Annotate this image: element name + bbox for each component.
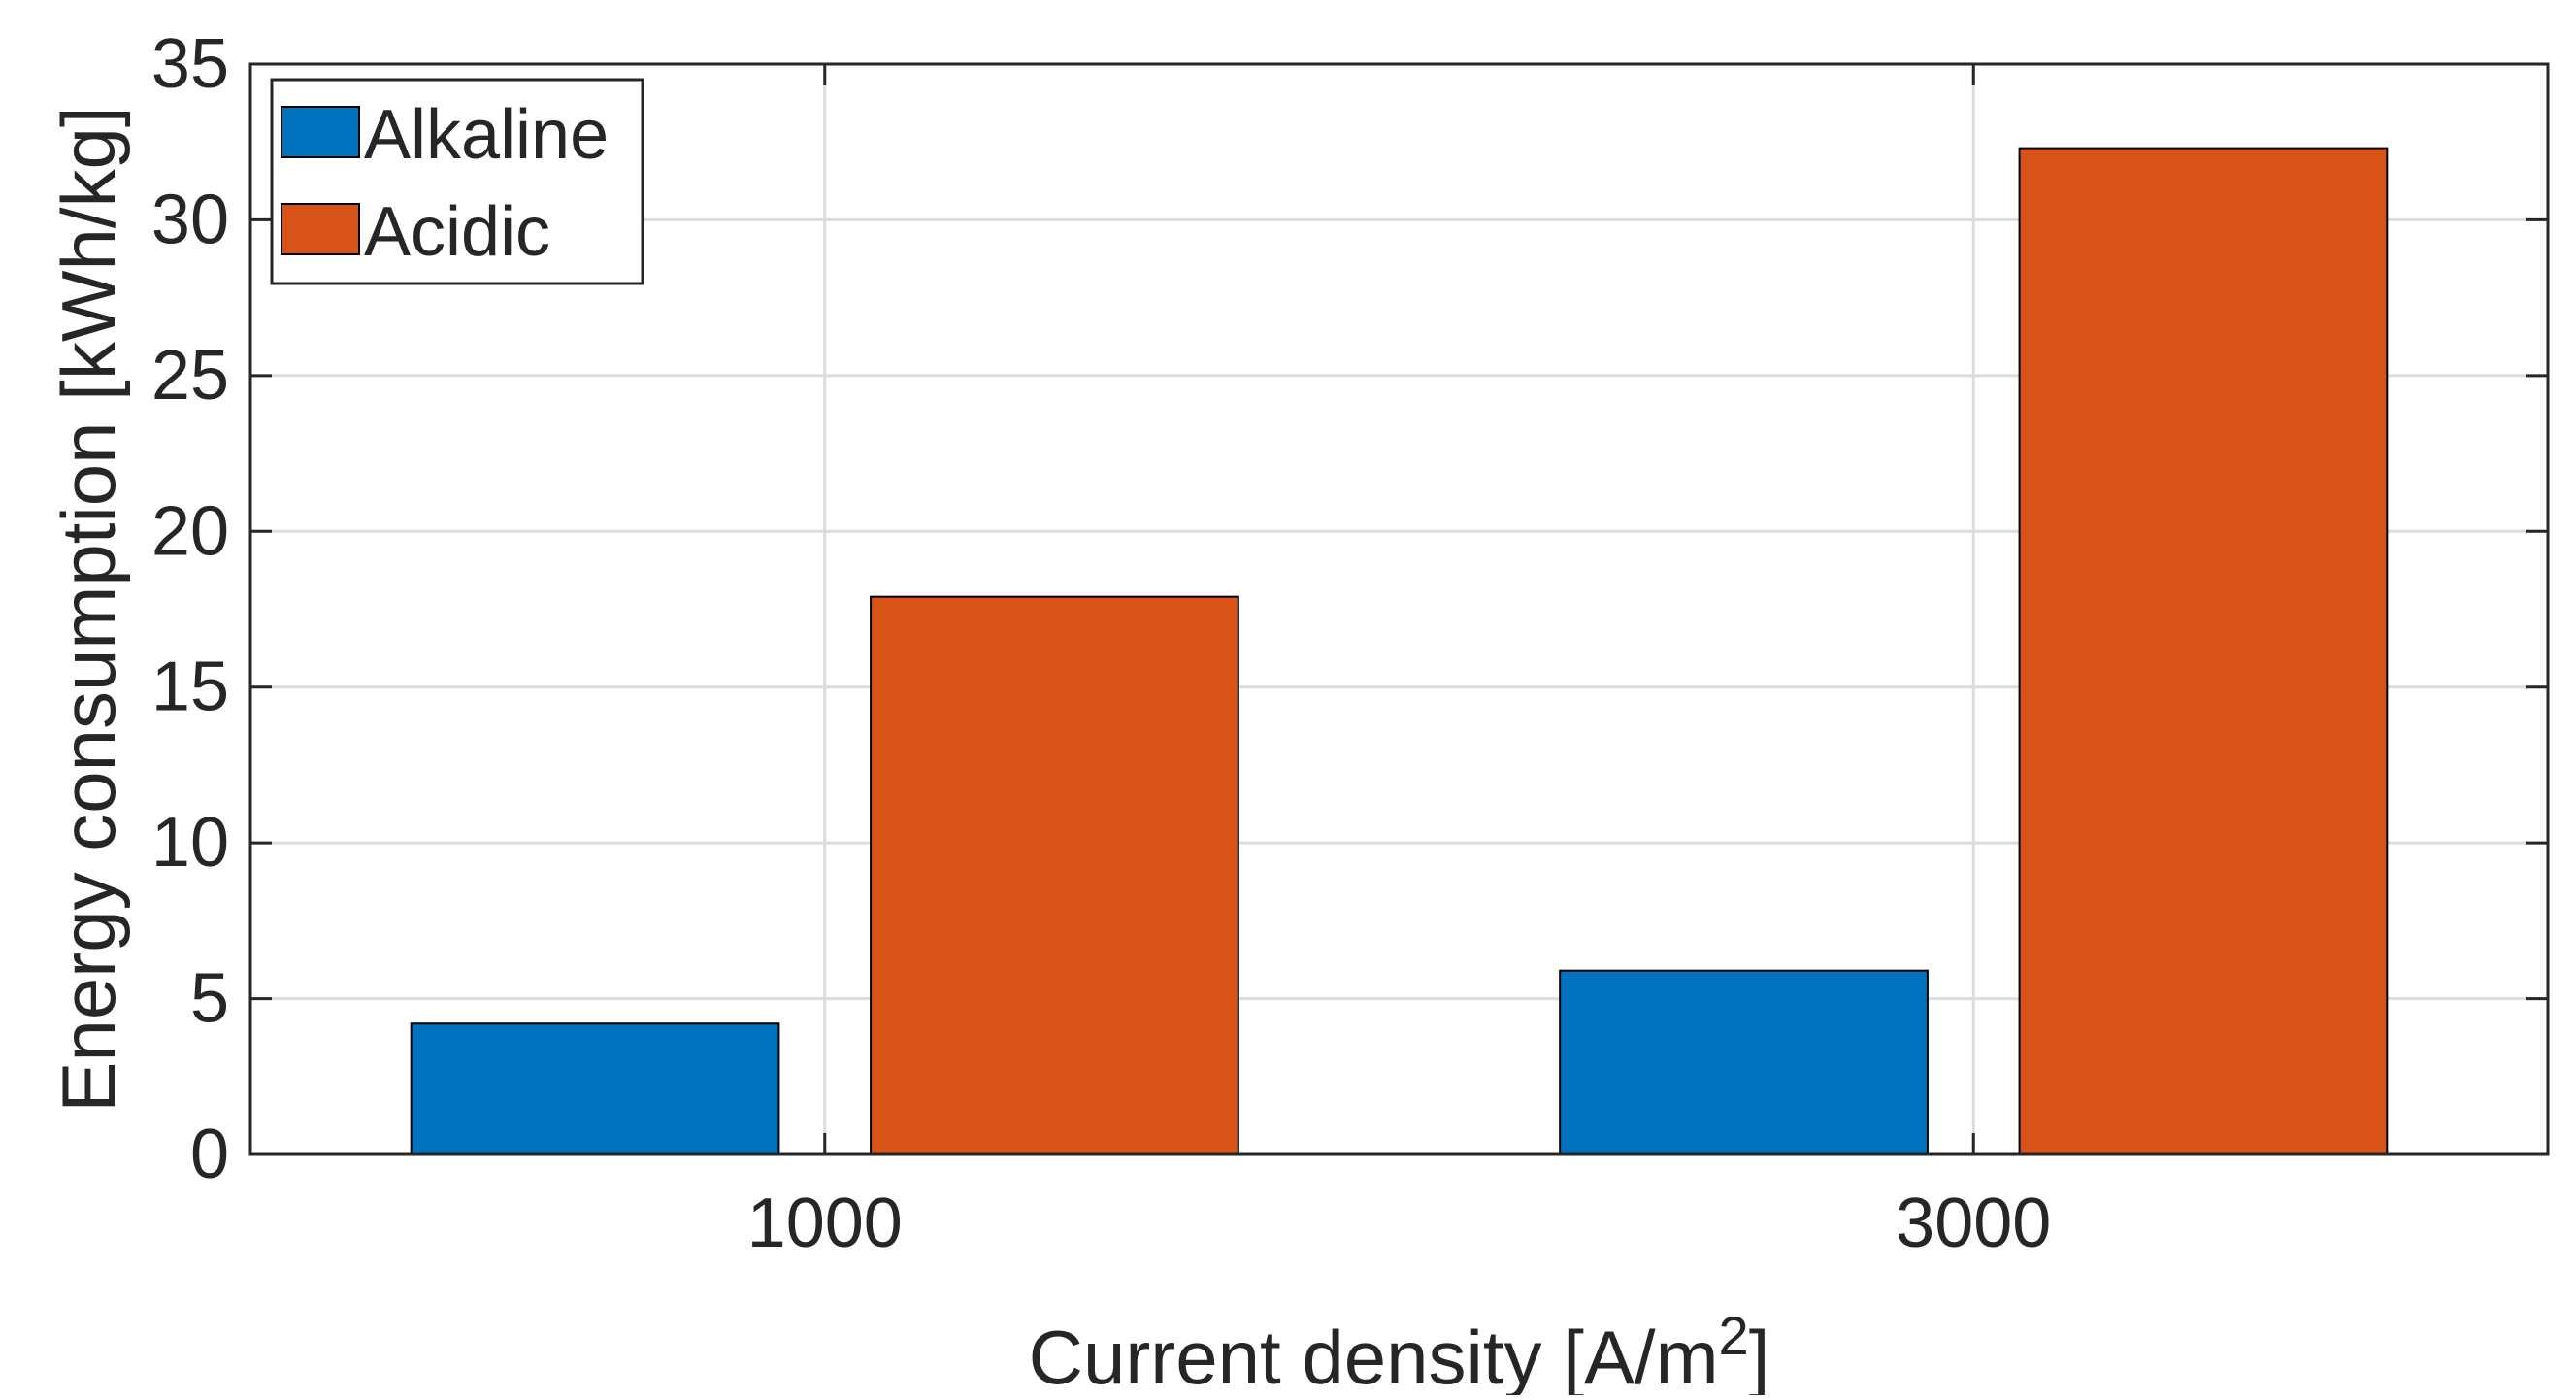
y-tick-labels: 0 5 10 15 20 25 30 35 <box>151 25 229 1193</box>
legend: Alkaline Acidic <box>270 78 644 285</box>
y-tick-label: 0 <box>190 1116 229 1193</box>
y-tick-label: 30 <box>151 181 229 258</box>
legend-swatch-alkaline <box>281 106 360 158</box>
bar-alkaline-1000 <box>410 1022 780 1155</box>
y-tick-label: 20 <box>151 492 229 570</box>
bars <box>410 147 2389 1155</box>
x-tick-label: 3000 <box>1896 1184 2051 1262</box>
axes-box <box>248 62 2550 1156</box>
legend-label-acidic: Acidic <box>364 193 550 271</box>
y-tick-label: 25 <box>151 337 229 415</box>
bar-acidic-1000 <box>870 595 1239 1155</box>
y-tick-label: 10 <box>151 804 229 882</box>
bar-acidic-3000 <box>2018 147 2389 1155</box>
y-tick-label: 5 <box>190 960 229 1038</box>
y-tick-label: 35 <box>151 25 229 103</box>
y-axis-label: Energy consumption [kWh/kg] <box>46 106 131 1112</box>
x-axis-label: Current density [A/m2] <box>1029 1305 1770 1395</box>
y-tick-label: 15 <box>151 649 229 726</box>
x-tick-labels: 1000 3000 <box>747 1184 2052 1262</box>
x-tick-label: 1000 <box>747 1184 903 1262</box>
legend-swatch-acidic <box>281 203 360 255</box>
bar-alkaline-3000 <box>1559 969 1929 1155</box>
axis-ticks <box>250 62 2548 1156</box>
legend-label-alkaline: Alkaline <box>364 96 609 174</box>
